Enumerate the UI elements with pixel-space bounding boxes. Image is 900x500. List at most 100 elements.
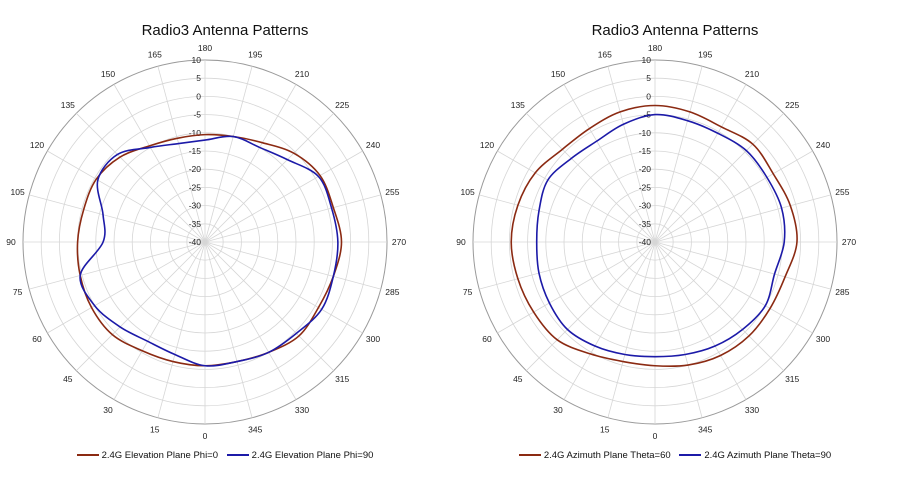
grid-spoke	[479, 241, 656, 290]
grid-spoke	[157, 241, 206, 418]
grid-spoke	[29, 194, 206, 243]
angle-tick-label: 240	[816, 140, 830, 150]
radial-tick-label: -30	[189, 201, 202, 211]
polar-plot-azimuth: -40 -35 -30 -25 -20 -15 -10 -5 0 5 10 0 15 30 45 60 75 90…	[456, 43, 856, 441]
legend: 2.4G Azimuth Plane Theta=60 2.4G Azimuth…	[450, 448, 900, 461]
grid-spoke	[654, 241, 813, 334]
radial-tick-label: -20	[189, 164, 202, 174]
radial-tick-label: -5	[643, 110, 651, 120]
grid-spoke	[654, 241, 747, 400]
angle-tick-label: 345	[698, 424, 712, 434]
radial-tick-label: -30	[639, 201, 652, 211]
angle-tick-label: 300	[366, 334, 380, 344]
angle-tick-label: 225	[785, 100, 799, 110]
grid-spoke	[563, 84, 656, 243]
legend-label-series-1: 2.4G Azimuth Plane Theta=90	[704, 449, 832, 461]
grid-spoke	[654, 241, 831, 290]
legend-swatch-series-0	[76, 454, 99, 456]
legend-swatch-series-0	[518, 454, 541, 456]
angle-tick-label: 60	[32, 334, 42, 344]
angle-tick-label: 105	[461, 187, 475, 197]
radial-tick-label: -35	[639, 219, 652, 229]
angle-tick-label: 225	[335, 100, 349, 110]
legend-label-series-0: 2.4G Elevation Plane Phi=0	[101, 449, 219, 461]
radial-tick-label: 0	[196, 91, 201, 101]
grid-spoke	[157, 66, 206, 243]
radial-tick-label: -40	[639, 237, 652, 247]
grid-spoke	[113, 241, 206, 400]
radial-tick-label: 5	[646, 73, 651, 83]
grid-spoke	[654, 113, 784, 243]
polar-grid	[472, 59, 838, 425]
angle-tick-label: 90	[456, 237, 466, 247]
legend-item-series-1: 2.4G Elevation Plane Phi=90	[226, 449, 374, 461]
radial-tick-label: 10	[642, 55, 652, 65]
grid-spoke	[654, 66, 703, 243]
angle-tick-label: 165	[148, 50, 162, 60]
radial-tick-label: -25	[639, 182, 652, 192]
angle-tick-label: 330	[745, 405, 759, 415]
angle-tick-label: 195	[248, 50, 262, 60]
chart-title: Radio3 Antenna Patterns	[141, 22, 309, 39]
angle-tick-label: 330	[295, 405, 309, 415]
radial-tick-label: -40	[189, 237, 202, 247]
angle-tick-label: 15	[150, 424, 160, 434]
radial-tick-label: 10	[192, 55, 202, 65]
angle-tick-label: 135	[61, 100, 75, 110]
angle-tick-label: 255	[385, 187, 399, 197]
radial-tick-label: 0	[646, 91, 651, 101]
series-line-1	[79, 135, 339, 367]
series-line-1	[535, 113, 786, 358]
radial-tick-label: -15	[189, 146, 202, 156]
radial-tick-label: -5	[193, 110, 201, 120]
chart-panel-left: Radio3 Antenna Patterns -40 -35 -30 -25 -20-…	[0, 22, 450, 461]
grid-spoke	[204, 241, 297, 400]
polar-plot-elevation: -40 -35 -30 -25 -20 -15 -10 -5 0 5 10 0 15 30 45 60 75 90…	[6, 43, 406, 441]
angle-tick-label: 210	[745, 69, 759, 79]
grid-spoke	[204, 194, 381, 243]
legend-item-series-0: 2.4G Azimuth Plane Theta=60	[518, 449, 671, 461]
chart-panel-right: Radio3 Antenna Patterns -40 -35 -30 -25 -20 -…	[450, 0, 900, 500]
angle-tick-label: 285	[385, 287, 399, 297]
angle-tick-label: 30	[103, 405, 113, 415]
angle-tick-label: 120	[30, 140, 44, 150]
grid-spoke	[204, 241, 381, 290]
angle-tick-label: 180	[198, 43, 212, 53]
grid-spoke	[76, 113, 206, 243]
series-line-0	[510, 104, 798, 368]
grid-spoke	[654, 150, 813, 243]
angle-tick-label: 345	[248, 424, 262, 434]
legend-item-series-0: 2.4G Elevation Plane Phi=0	[76, 449, 219, 461]
grid-spoke	[654, 84, 747, 243]
grid-spoke	[607, 66, 656, 243]
radial-tick-label: -15	[639, 146, 652, 156]
angle-tick-label: 60	[482, 334, 492, 344]
radial-tick-label: -10	[189, 128, 202, 138]
angle-tick-label: 240	[366, 140, 380, 150]
radial-tick-label: 5	[196, 73, 201, 83]
legend-label-series-0: 2.4G Azimuth Plane Theta=60	[543, 449, 671, 461]
grid-spoke	[607, 241, 656, 418]
angle-tick-label: 270	[842, 237, 856, 247]
radial-tick-label: -25	[189, 182, 202, 192]
grid-spoke	[76, 241, 206, 371]
legend-label-series-1: 2.4G Elevation Plane Phi=90	[251, 449, 374, 461]
angle-tick-label: 30	[553, 405, 563, 415]
grid-spoke	[526, 241, 656, 371]
polar-grid	[22, 59, 388, 425]
angle-tick-label: 45	[63, 374, 73, 384]
angle-tick-label: 0	[203, 431, 208, 441]
grid-spoke	[47, 150, 206, 243]
angle-tick-label: 315	[335, 374, 349, 384]
chart-title: Radio3 Antenna Patterns	[591, 22, 759, 39]
series-line-0	[76, 133, 343, 367]
radial-tick-label: -20	[639, 164, 652, 174]
legend-swatch-series-1	[226, 454, 249, 456]
grid-spoke	[47, 241, 206, 334]
angle-tick-label: 135	[511, 100, 525, 110]
angle-tick-label: 300	[816, 334, 830, 344]
angle-tick-label: 0	[653, 431, 658, 441]
legend: 2.4G Elevation Plane Phi=0 2.4G Elevatio…	[0, 448, 450, 461]
angle-tick-label: 75	[13, 287, 23, 297]
angle-tick-label: 270	[392, 237, 406, 247]
